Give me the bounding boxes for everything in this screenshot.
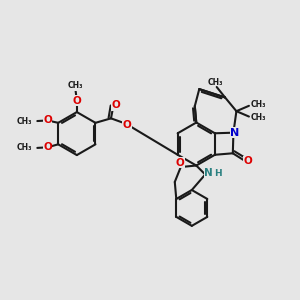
Text: O: O (43, 116, 52, 125)
Text: CH₃: CH₃ (251, 100, 266, 109)
Text: CH₃: CH₃ (251, 113, 266, 122)
Text: CH₃: CH₃ (17, 116, 32, 125)
Text: O: O (243, 156, 252, 166)
Text: CH₃: CH₃ (208, 78, 223, 87)
Text: O: O (123, 120, 131, 130)
Text: O: O (73, 96, 81, 106)
Text: CH₃: CH₃ (17, 143, 32, 152)
Text: N: N (205, 168, 213, 178)
Text: H: H (214, 169, 222, 178)
Text: O: O (43, 142, 52, 152)
Text: N: N (230, 128, 239, 138)
Text: O: O (176, 158, 184, 167)
Text: O: O (112, 100, 121, 110)
Text: CH₃: CH₃ (67, 81, 83, 90)
